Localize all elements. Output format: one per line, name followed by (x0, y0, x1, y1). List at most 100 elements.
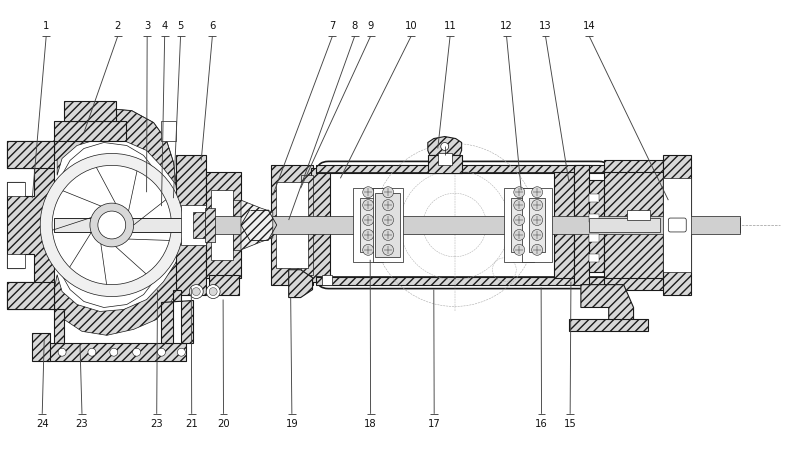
Text: 10: 10 (405, 21, 418, 31)
Bar (54, 218, 740, 232)
Bar (209, 274, 239, 295)
Circle shape (362, 215, 374, 225)
Bar (522, 188, 552, 262)
Bar (589, 218, 660, 232)
Circle shape (52, 165, 171, 285)
Bar (301, 176, 313, 274)
Bar (211, 190, 233, 260)
Bar (569, 320, 649, 331)
Polygon shape (54, 109, 176, 185)
Circle shape (532, 230, 542, 240)
Circle shape (514, 215, 525, 225)
Circle shape (532, 187, 542, 198)
Bar (7, 254, 26, 268)
Bar (375, 193, 400, 257)
Circle shape (192, 288, 200, 296)
Text: 14: 14 (583, 21, 595, 31)
Bar (663, 178, 691, 272)
Bar (54, 218, 740, 232)
Bar (162, 121, 176, 140)
Circle shape (88, 348, 96, 356)
Circle shape (532, 200, 542, 211)
Bar (194, 212, 206, 238)
Polygon shape (162, 290, 194, 343)
FancyBboxPatch shape (668, 218, 686, 232)
Bar (233, 200, 241, 250)
Bar (32, 333, 50, 361)
Circle shape (98, 211, 126, 239)
Text: 5: 5 (178, 21, 184, 31)
Bar (589, 214, 598, 222)
Bar (206, 172, 241, 278)
Bar (663, 155, 691, 295)
Circle shape (362, 230, 374, 240)
Circle shape (382, 230, 394, 240)
Text: 15: 15 (564, 419, 577, 429)
Text: 13: 13 (539, 21, 552, 31)
Bar (604, 278, 663, 290)
Circle shape (514, 244, 525, 255)
Bar (529, 198, 545, 252)
Bar (310, 168, 330, 282)
Bar (589, 194, 598, 202)
Bar (271, 165, 313, 285)
Bar (604, 160, 663, 172)
Bar (438, 153, 452, 165)
Circle shape (362, 244, 374, 255)
Text: 9: 9 (367, 21, 374, 31)
Bar (504, 188, 534, 262)
Circle shape (40, 153, 183, 297)
Bar (354, 188, 383, 262)
Text: 16: 16 (535, 419, 548, 429)
Polygon shape (581, 285, 634, 321)
Text: 24: 24 (36, 419, 49, 429)
Bar (589, 234, 598, 242)
Bar (7, 140, 54, 168)
Text: 6: 6 (209, 21, 215, 31)
Polygon shape (54, 262, 179, 335)
Bar (54, 121, 126, 140)
Bar (7, 182, 26, 196)
Circle shape (382, 200, 394, 211)
Bar (315, 165, 609, 173)
Polygon shape (241, 200, 273, 250)
Circle shape (441, 143, 449, 150)
Polygon shape (54, 109, 179, 321)
Bar (373, 188, 403, 262)
Text: 11: 11 (444, 21, 457, 31)
Text: 20: 20 (217, 419, 230, 429)
Bar (322, 274, 333, 285)
Text: 2: 2 (114, 21, 121, 31)
Circle shape (532, 244, 542, 255)
Text: 18: 18 (364, 419, 377, 429)
Bar (428, 155, 462, 173)
Bar (47, 343, 186, 361)
Bar (64, 101, 116, 121)
Text: 23: 23 (76, 419, 88, 429)
Circle shape (110, 348, 118, 356)
Bar (360, 198, 376, 252)
Text: 21: 21 (186, 419, 198, 429)
Polygon shape (428, 136, 462, 155)
Bar (176, 155, 206, 295)
Text: 1: 1 (43, 21, 50, 31)
Circle shape (158, 348, 166, 356)
Bar (182, 205, 206, 245)
Text: 12: 12 (500, 21, 513, 31)
Polygon shape (54, 310, 64, 343)
FancyBboxPatch shape (317, 162, 610, 288)
Bar (211, 216, 740, 234)
Text: 4: 4 (162, 21, 168, 31)
Text: 23: 23 (150, 419, 163, 429)
Circle shape (362, 200, 374, 211)
Circle shape (382, 215, 394, 225)
Circle shape (362, 187, 374, 198)
Text: 19: 19 (286, 419, 298, 429)
Bar (554, 172, 574, 278)
Circle shape (209, 288, 217, 296)
Bar (589, 254, 598, 262)
Circle shape (190, 285, 203, 298)
Text: 8: 8 (351, 21, 358, 31)
Circle shape (382, 187, 394, 198)
Circle shape (178, 348, 186, 356)
